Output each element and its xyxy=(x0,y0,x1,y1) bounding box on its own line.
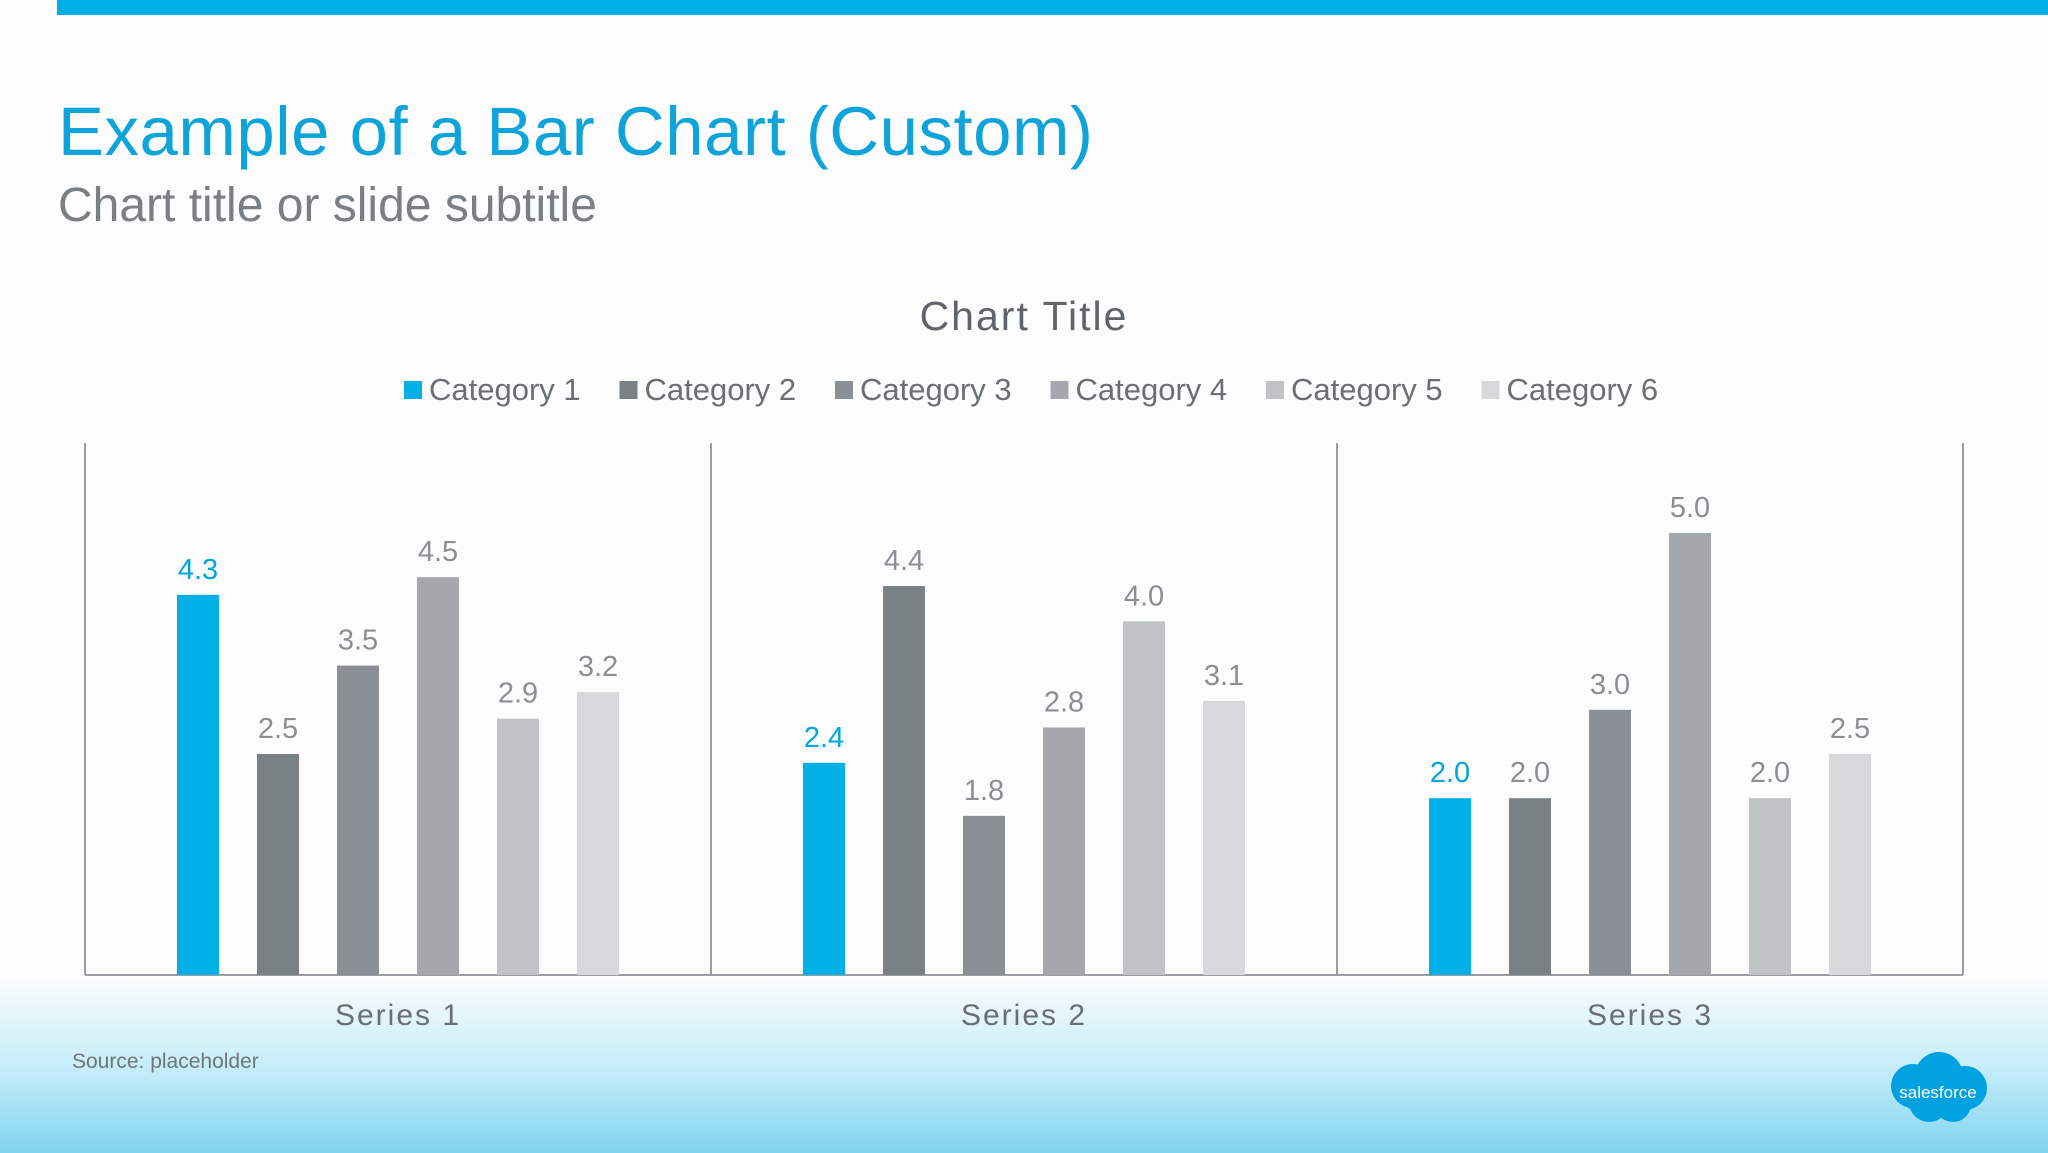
data-label-3-series-2: 1.8 xyxy=(964,775,1004,807)
data-label-1-series-3: 2.0 xyxy=(1430,757,1470,789)
bar-4-series-1 xyxy=(417,577,459,975)
bar-4-series-2 xyxy=(1043,727,1085,975)
data-label-2-series-1: 2.5 xyxy=(258,713,298,745)
data-label-1-series-1: 4.3 xyxy=(178,554,218,586)
chart-title: Chart Title xyxy=(920,293,1129,339)
bar-1-series-3 xyxy=(1429,798,1471,975)
data-label-6-series-1: 3.2 xyxy=(578,651,618,683)
data-label-1-series-2: 2.4 xyxy=(804,722,844,754)
legend-swatch-6 xyxy=(1481,381,1500,399)
legend-label-2: Category 2 xyxy=(645,372,797,407)
bar-6-series-3 xyxy=(1829,754,1871,975)
legend-swatch-1 xyxy=(404,381,422,399)
bottom-gradient-band xyxy=(0,975,2048,1153)
legend-label-1: Category 1 xyxy=(429,372,581,407)
bar-5-series-2 xyxy=(1123,621,1165,975)
data-label-4-series-3: 5.0 xyxy=(1670,492,1710,524)
bar-2-series-3 xyxy=(1509,798,1551,975)
bar-3-series-3 xyxy=(1589,709,1631,975)
chart-legend: Category 1 Category 2 Category 3 Category 4… xyxy=(404,372,1658,407)
legend-label-3: Category 3 xyxy=(860,372,1012,407)
data-label-3-series-3: 3.0 xyxy=(1590,669,1630,701)
source-note: Source: placeholder xyxy=(72,1050,259,1073)
legend-label-6: Category 6 xyxy=(1507,372,1659,407)
chart-category-labels: Series 1 Series 2 Series 3 xyxy=(335,999,1713,1032)
bar-3-series-2 xyxy=(963,815,1005,975)
data-label-2-series-2: 4.4 xyxy=(884,545,924,577)
bar-2-series-1 xyxy=(257,754,299,975)
data-label-2-series-3: 2.0 xyxy=(1510,757,1550,789)
data-label-6-series-3: 2.5 xyxy=(1830,713,1870,745)
data-label-5-series-2: 4.0 xyxy=(1124,580,1164,612)
legend-label-5: Category 5 xyxy=(1291,372,1443,407)
chart-axes xyxy=(84,443,1964,976)
slide-title: Example of a Bar Chart (Custom) xyxy=(58,93,1094,170)
salesforce-logo-text: salesforce xyxy=(1899,1083,1976,1102)
category-label-3: Series 3 xyxy=(1587,999,1713,1032)
legend-swatch-3 xyxy=(835,381,853,399)
legend-swatch-2 xyxy=(619,381,638,399)
data-label-5-series-3: 2.0 xyxy=(1750,757,1790,789)
bar-5-series-1 xyxy=(497,718,539,975)
category-label-1: Series 1 xyxy=(335,999,461,1032)
bar-5-series-3 xyxy=(1749,798,1791,975)
bar-6-series-2 xyxy=(1203,700,1245,975)
legend-swatch-4 xyxy=(1050,381,1069,399)
data-label-4-series-2: 2.8 xyxy=(1044,686,1084,718)
legend-label-4: Category 4 xyxy=(1076,372,1228,407)
bar-2-series-2 xyxy=(883,586,925,975)
category-label-2: Series 2 xyxy=(961,999,1087,1032)
legend-swatch-5 xyxy=(1266,381,1284,399)
bar-1-series-1 xyxy=(177,594,219,975)
bar-1-series-2 xyxy=(803,762,845,975)
data-label-5-series-1: 2.9 xyxy=(498,678,538,710)
slide-subtitle: Chart title or slide subtitle xyxy=(58,179,597,232)
data-label-6-series-2: 3.1 xyxy=(1204,660,1244,692)
top-accent-bar xyxy=(57,0,2048,15)
bar-6-series-1 xyxy=(577,692,619,975)
chart-bars xyxy=(177,533,1871,975)
data-label-3-series-1: 3.5 xyxy=(338,625,378,657)
chart-data-labels: 4.3 2.5 3.5 4.5 2.9 3.2 2.4 4.4 1.8 2.8 4.0 3.1 2.0 2… xyxy=(178,492,1870,807)
bar-4-series-3 xyxy=(1669,533,1711,975)
data-label-4-series-1: 4.5 xyxy=(418,536,458,568)
bar-3-series-1 xyxy=(337,665,379,975)
salesforce-cloud-logo: salesforce xyxy=(1891,1052,1987,1122)
